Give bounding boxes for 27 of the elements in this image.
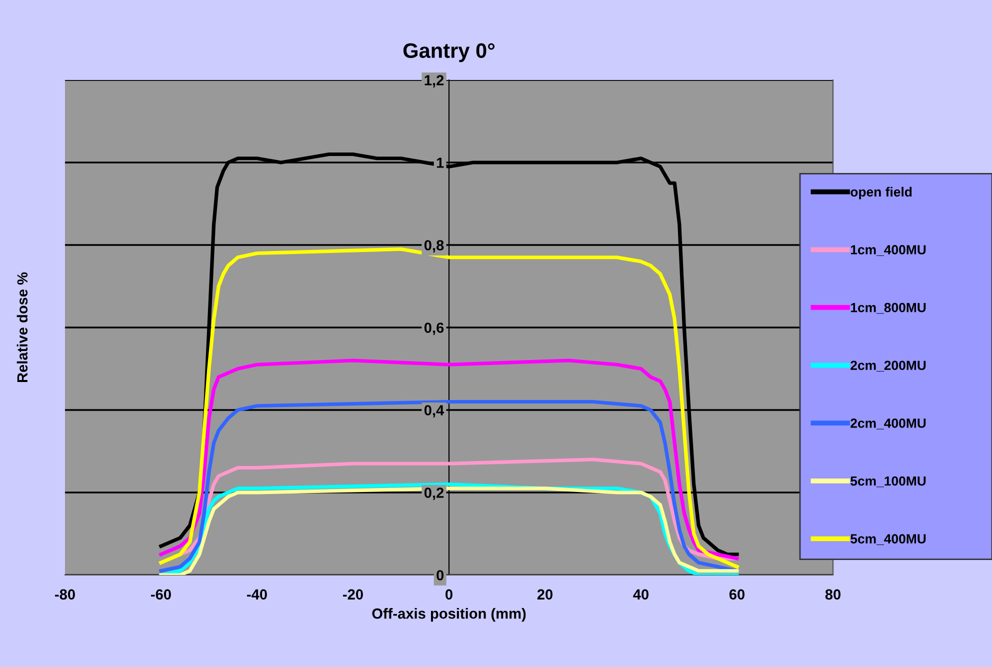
y-tick-label: 1,2 bbox=[424, 75, 444, 88]
y-tick-label: 0 bbox=[436, 570, 444, 580]
x-tick-label: -80 bbox=[55, 589, 75, 600]
chart-title: Gantry 0° bbox=[403, 43, 495, 62]
line-series bbox=[159, 358, 739, 560]
legend-label: 5cm_100MU bbox=[850, 476, 926, 488]
legend-label: 1cm_400MU bbox=[850, 245, 926, 256]
x-tick-label: 80 bbox=[825, 589, 841, 600]
x-axis-title: Off-axis position (mm) bbox=[372, 608, 526, 622]
x-tick-label: 0 bbox=[446, 589, 452, 600]
y-tick-label: 0,4 bbox=[424, 405, 444, 418]
x-tick-label: 40 bbox=[633, 589, 649, 600]
y-tick-label: 1 bbox=[436, 158, 444, 168]
x-tick-label: -60 bbox=[151, 589, 171, 600]
x-tick-label: 60 bbox=[729, 589, 745, 600]
y-tick-label: 0,8 bbox=[424, 240, 444, 253]
legend-label: open field bbox=[850, 186, 912, 200]
x-tick-label: -40 bbox=[247, 589, 267, 600]
legend-label: 2cm_400MU bbox=[850, 418, 926, 430]
x-tick-label: -20 bbox=[343, 589, 363, 600]
y-axis-title: Relative dose % bbox=[16, 272, 28, 382]
legend-label: 5cm_400MU bbox=[850, 534, 926, 545]
x-tick-label: 20 bbox=[537, 589, 553, 600]
legend-label: 1cm_800MU bbox=[850, 302, 926, 314]
legend-label: 2cm_200MU bbox=[850, 360, 926, 372]
y-tick-label: 0,2 bbox=[424, 488, 444, 500]
y-tick-label: 0,6 bbox=[424, 322, 444, 336]
